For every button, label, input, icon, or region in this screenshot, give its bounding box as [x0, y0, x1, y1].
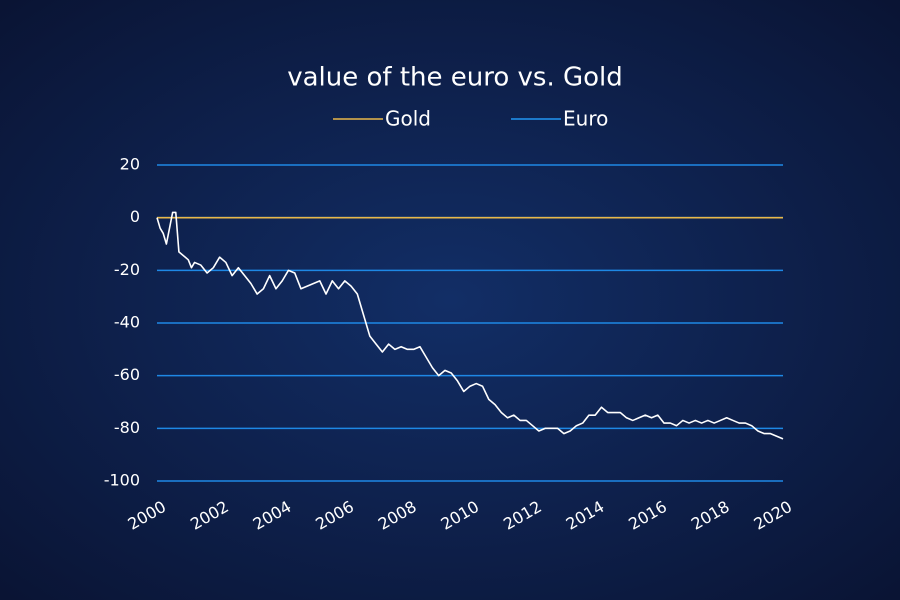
- y-tick-label: -20: [114, 260, 140, 279]
- y-tick-label: -80: [114, 418, 140, 437]
- y-tick-label: -100: [104, 471, 140, 490]
- y-tick-label: 20: [120, 155, 140, 174]
- legend-label: Gold: [385, 107, 431, 131]
- y-tick-label: -40: [114, 313, 140, 332]
- y-tick-label: -60: [114, 365, 140, 384]
- y-tick-label: 0: [130, 207, 140, 226]
- data-line: [156, 211, 784, 440]
- legend-label: Euro: [563, 107, 608, 131]
- chart-title: value of the euro vs. Gold: [287, 63, 623, 93]
